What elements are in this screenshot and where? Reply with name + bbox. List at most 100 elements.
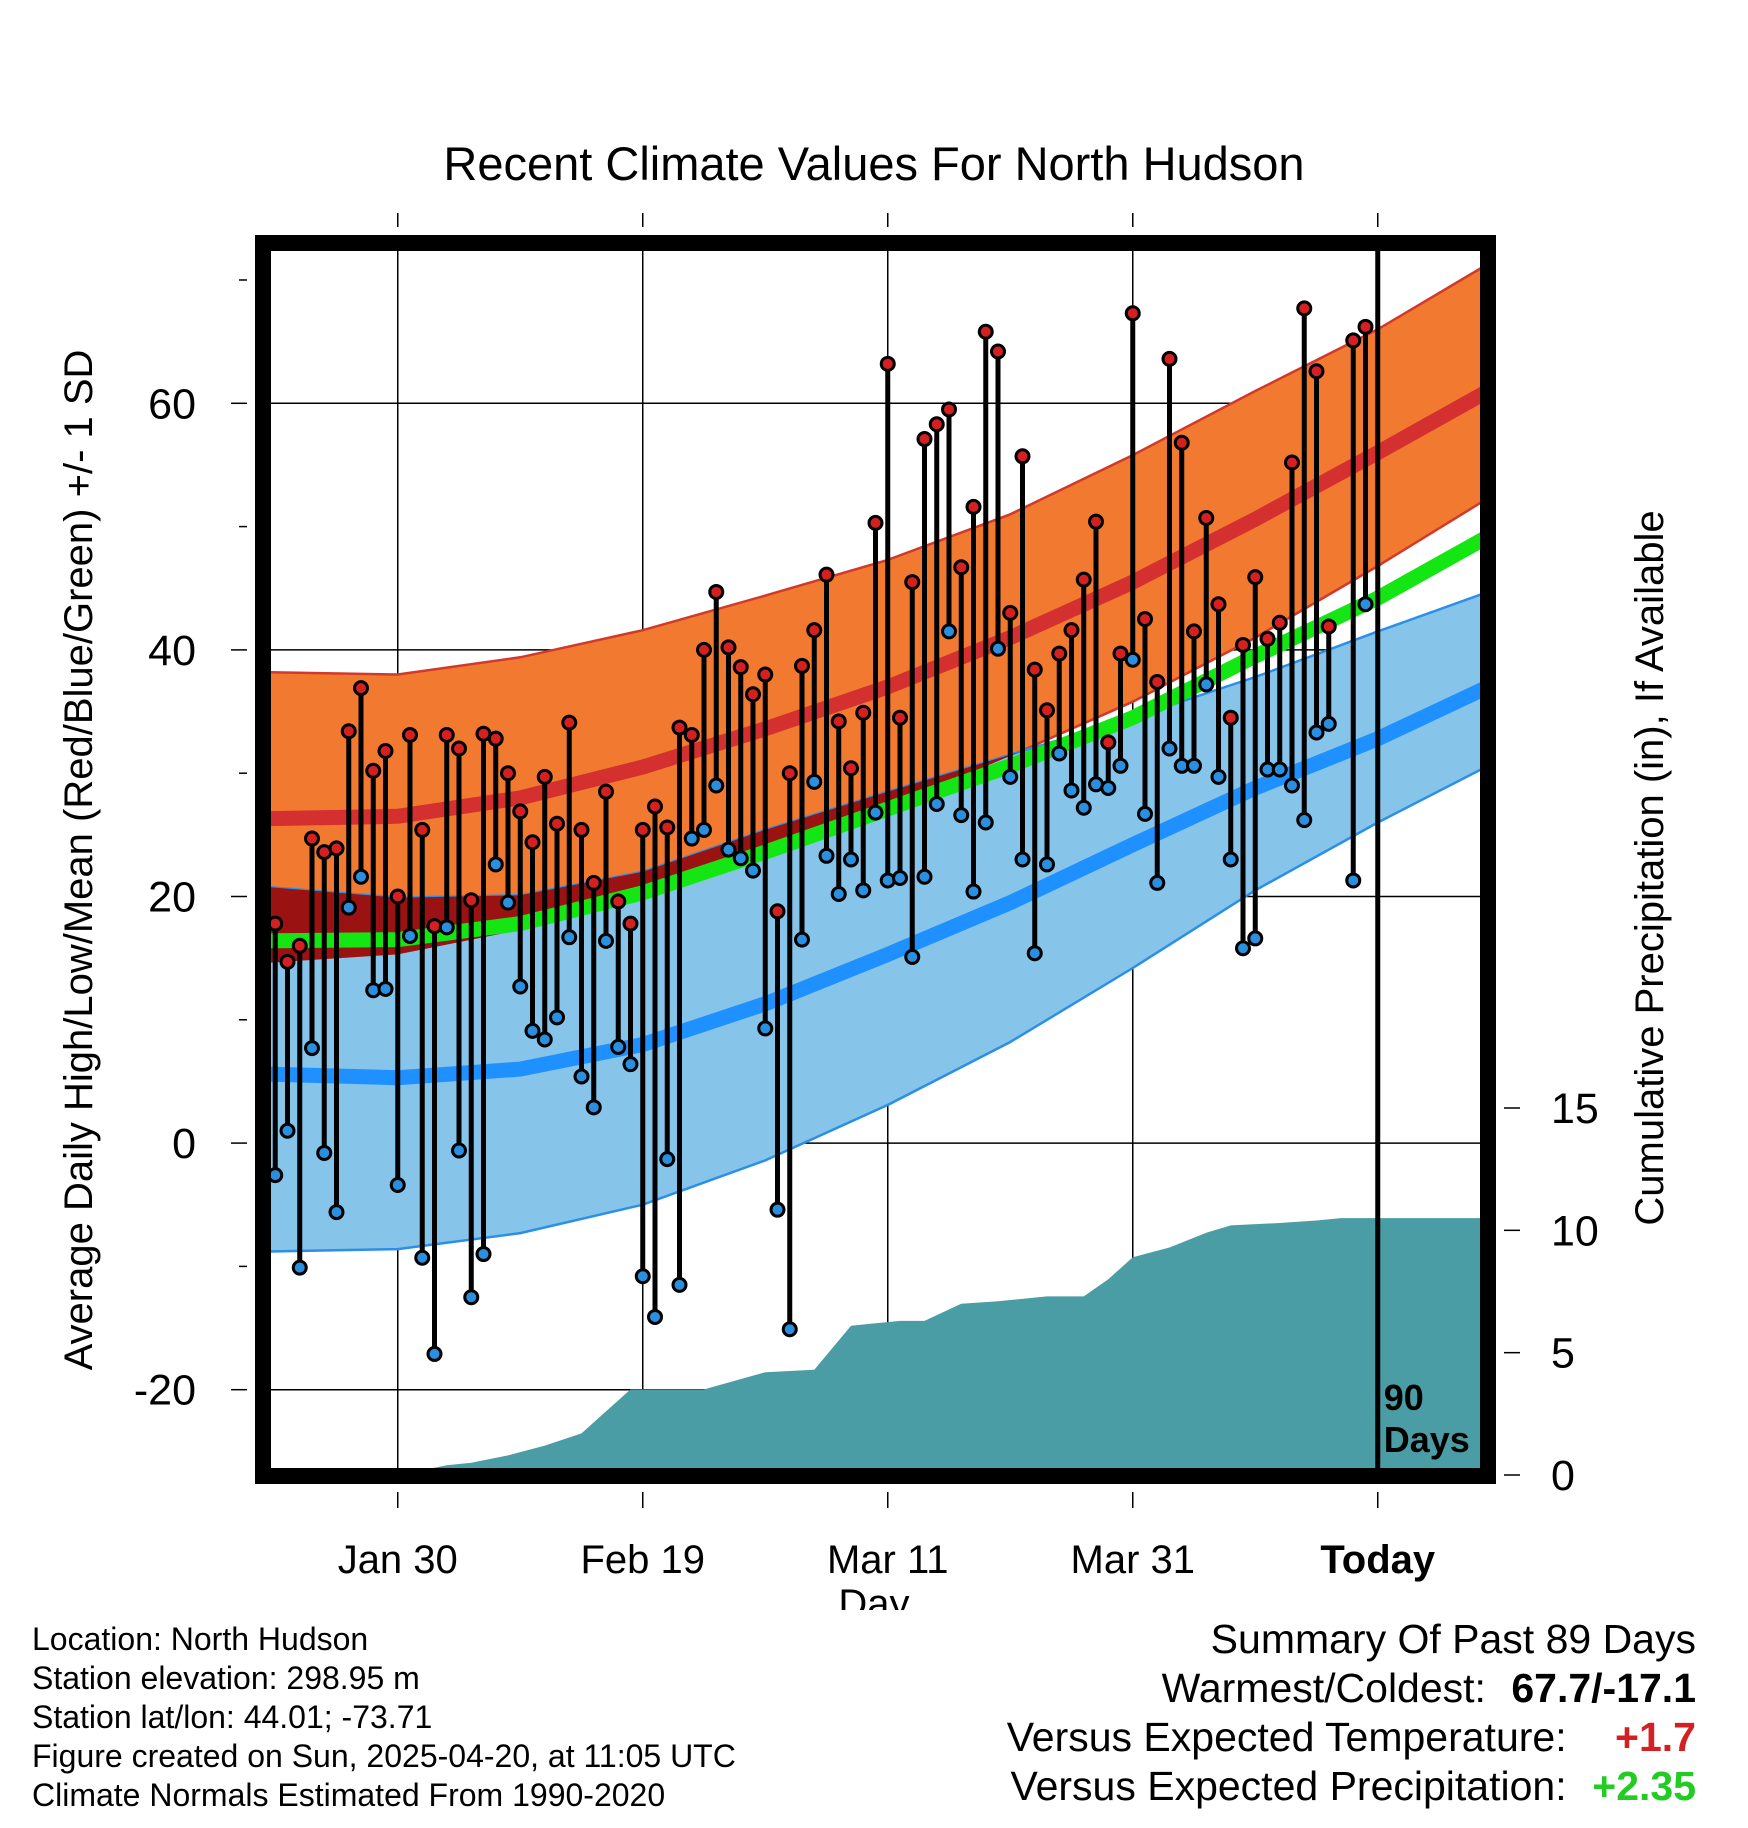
y2-tick-label: 10: [1551, 1207, 1599, 1255]
high-temp-point: [340, 723, 357, 740]
low-temp-point: [659, 1151, 676, 1168]
low-temp-point: [916, 868, 933, 885]
station-location: Location: North Hudson: [32, 1621, 369, 1657]
high-temp-point: [438, 726, 455, 743]
low-temp-point: [1186, 757, 1202, 774]
y2-tick-label: 0: [1551, 1452, 1575, 1500]
low-temp-point: [561, 929, 578, 946]
low-temp-point: [1026, 945, 1043, 962]
low-temp-point: [1149, 874, 1166, 891]
low-temp-point: [1320, 715, 1337, 732]
x-tick-label: Mar 31: [1071, 1538, 1196, 1582]
x-tick-label: Today: [1320, 1538, 1436, 1582]
high-temp-point: [487, 730, 504, 747]
warmest-coldest-row: Warmest/Coldest: 67.7/-17.1: [1007, 1664, 1696, 1713]
normal-low-line: [263, 680, 1488, 1086]
high-temp-point: [585, 874, 602, 891]
high-temp-point: [1235, 636, 1251, 653]
high-temp-point: [622, 915, 639, 932]
low-temp-point: [1112, 757, 1129, 774]
low-temp-point: [463, 1289, 480, 1306]
low-temp-point: [794, 931, 810, 948]
low-temp-point: [683, 830, 700, 847]
low-temp-point: [316, 1144, 333, 1161]
warmest-coldest-label: Warmest/Coldest:: [1161, 1665, 1486, 1711]
high-temp-point: [708, 583, 725, 600]
high-temp-point: [1088, 513, 1104, 530]
high-temp-point: [1063, 622, 1080, 639]
high-temp-point: [1100, 734, 1117, 751]
high-temp-point: [402, 726, 418, 743]
low-temp-point: [438, 919, 455, 936]
high-temp-point: [291, 937, 308, 954]
high-temp-point: [1014, 448, 1031, 465]
y2-axis-label: Cumulative Precipitation (in), If Availa…: [1628, 510, 1672, 1225]
x-axis-label: Day: [838, 1582, 909, 1610]
low-temp-point: [696, 821, 712, 838]
high-temp-point: [843, 760, 859, 777]
low-temp-point: [328, 1204, 345, 1221]
summary-panel: Summary Of Past 89 Days Warmest/Coldest:…: [1007, 1615, 1696, 1811]
low-temp-point: [990, 640, 1006, 657]
low-temp-point: [892, 869, 908, 886]
high-temp-point: [1345, 332, 1362, 349]
low-temp-point: [622, 1056, 639, 1073]
normals-period: Climate Normals Estimated From 1990-2020: [32, 1777, 666, 1813]
low-temp-point: [1210, 768, 1227, 785]
high-temp-point: [1161, 350, 1178, 367]
high-temp-point: [904, 574, 921, 591]
high-temp-point: [916, 431, 933, 448]
low-temp-point: [1247, 930, 1264, 947]
high-temp-point: [696, 641, 712, 658]
high-temp-point: [365, 762, 382, 779]
low-temp-point: [1039, 856, 1055, 873]
high-temp-point: [389, 888, 406, 905]
low-temp-point: [279, 1122, 296, 1139]
low-temp-point: [340, 899, 357, 916]
high-temp-point: [928, 416, 945, 433]
low-temp-point: [1075, 799, 1092, 816]
high-temp-point: [1247, 569, 1264, 586]
low-temp-point: [965, 883, 982, 900]
high-temp-point: [451, 740, 467, 757]
low-temp-point: [598, 932, 614, 949]
high-temp-point: [549, 815, 565, 832]
high-temp-point: [867, 514, 884, 531]
low-temp-point: [843, 851, 859, 868]
low-temp-point: [524, 1022, 541, 1039]
x-tick-label: Feb 19: [580, 1538, 705, 1582]
low-temp-point: [1137, 805, 1153, 822]
high-temp-point: [1186, 623, 1202, 640]
high-temp-point: [610, 893, 627, 910]
summary-heading: Summary Of Past 89 Days: [1210, 1616, 1696, 1662]
high-temp-point: [1075, 571, 1092, 588]
today-label: Days: [1384, 1419, 1470, 1460]
y-tick-label: 0: [172, 1120, 196, 1168]
low-temp-point: [1357, 596, 1374, 613]
plot-frame: [255, 235, 1496, 1484]
high-temp-point: [745, 686, 761, 703]
low-temp-point: [757, 1020, 774, 1037]
low-temp-point: [953, 807, 970, 824]
low-temp-point: [1345, 872, 1362, 889]
high-temp-point: [279, 953, 296, 970]
high-temp-point: [830, 713, 847, 730]
low-temp-point: [304, 1040, 320, 1057]
low-temp-point: [855, 882, 872, 899]
high-temp-point: [634, 821, 651, 838]
figure-created: Figure created on Sun, 2025-04-20, at 11…: [32, 1738, 736, 1774]
high-temp-point: [965, 498, 982, 515]
low-temp-point: [1063, 782, 1080, 799]
climate-chart: Recent Climate Values For North Hudson 9…: [57, 137, 1672, 1610]
high-temp-point: [953, 559, 970, 576]
warmest-coldest-value: 67.7/-17.1: [1511, 1665, 1696, 1711]
low-temp-point: [928, 796, 945, 813]
low-temp-point: [830, 886, 847, 903]
high-temp-point: [1149, 673, 1166, 690]
high-temp-point: [1296, 300, 1313, 317]
station-latlon: Station lat/lon: 44.01; -73.71: [32, 1699, 433, 1735]
low-temp-point: [720, 841, 737, 858]
high-temp-point: [500, 765, 516, 782]
low-temp-point: [1235, 940, 1251, 957]
